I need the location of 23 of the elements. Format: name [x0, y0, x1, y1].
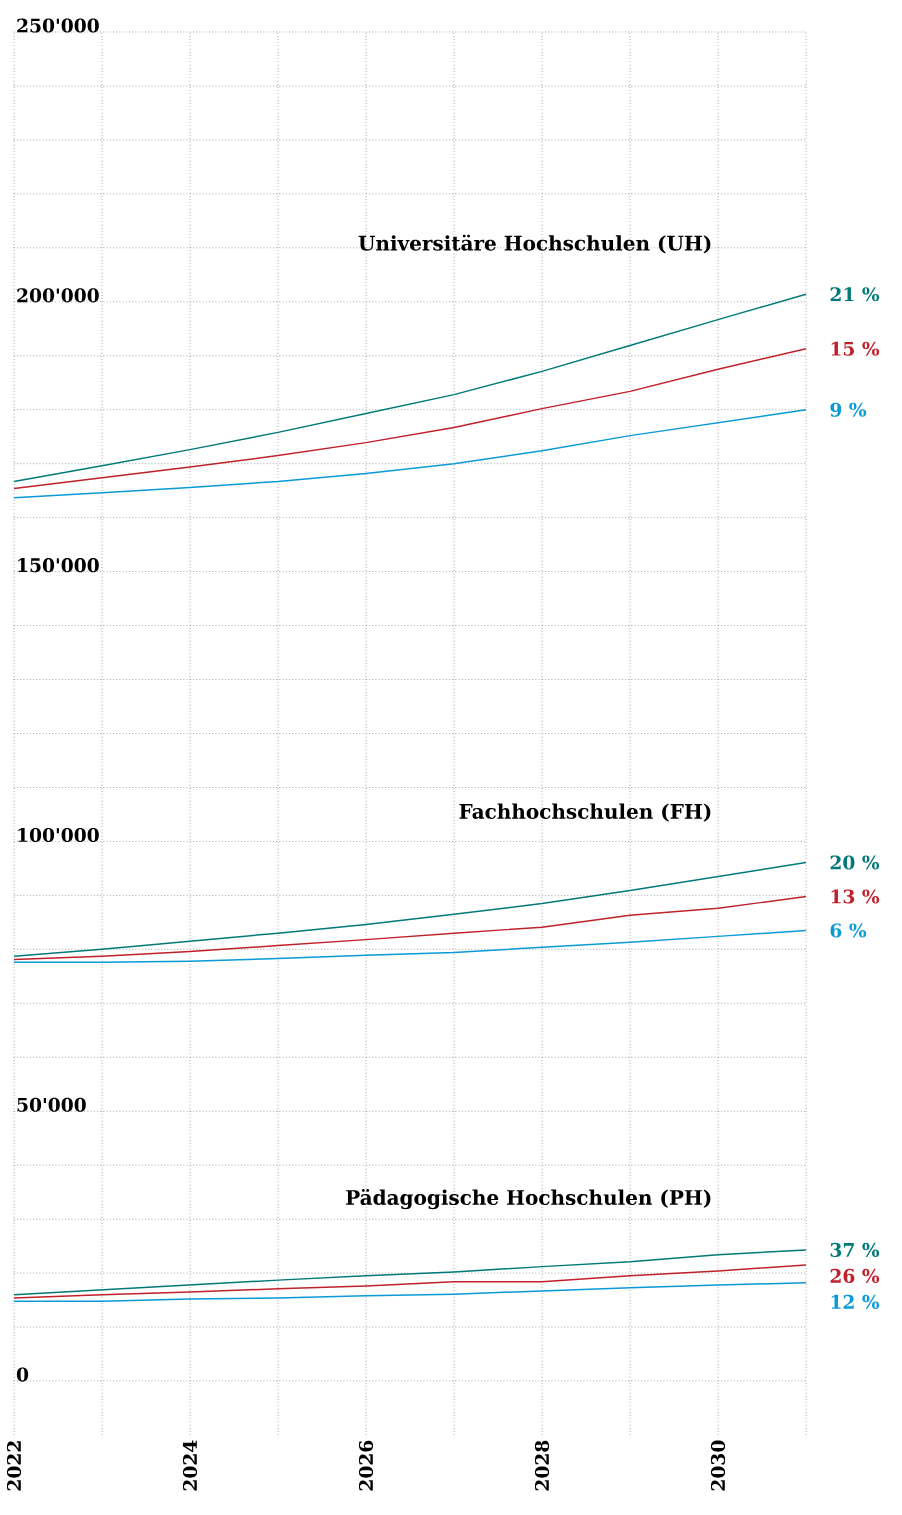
text: 12 % — [831, 1294, 880, 1309]
text: 9 % — [830, 402, 867, 417]
text: 15 % — [831, 341, 880, 356]
x-tick-label: 2026 — [358, 1440, 374, 1491]
y-tick-label: 200'000 — [17, 288, 99, 303]
y-tick-label: 100'000 — [18, 827, 99, 843]
x-tick-label: 2022 — [6, 1441, 22, 1491]
text: 6 % — [830, 923, 867, 938]
annotation: Fachhochschulen (FH) — [459, 803, 711, 822]
text: 37 % — [830, 1242, 880, 1257]
y-tick-label: 0 — [16, 1367, 29, 1382]
x-tick-label: 2028 — [534, 1440, 550, 1491]
y-tick-label: 150'000 — [18, 558, 99, 573]
text: 26 % — [830, 1268, 880, 1283]
x-tick-label: 2024 — [182, 1440, 198, 1491]
annotation: Universitäre Hochschulen (UH) — [358, 234, 711, 254]
text: 21 % — [830, 287, 880, 302]
annotation: Pädagogische Hochschulen (PH) — [346, 1189, 711, 1210]
text: 13 % — [831, 889, 880, 904]
text: 20 % — [830, 855, 880, 870]
y-tick-label: 250'000 — [17, 18, 99, 33]
y-tick-label: 50'000 — [17, 1097, 86, 1112]
x-tick-label: 2030 — [710, 1440, 726, 1491]
